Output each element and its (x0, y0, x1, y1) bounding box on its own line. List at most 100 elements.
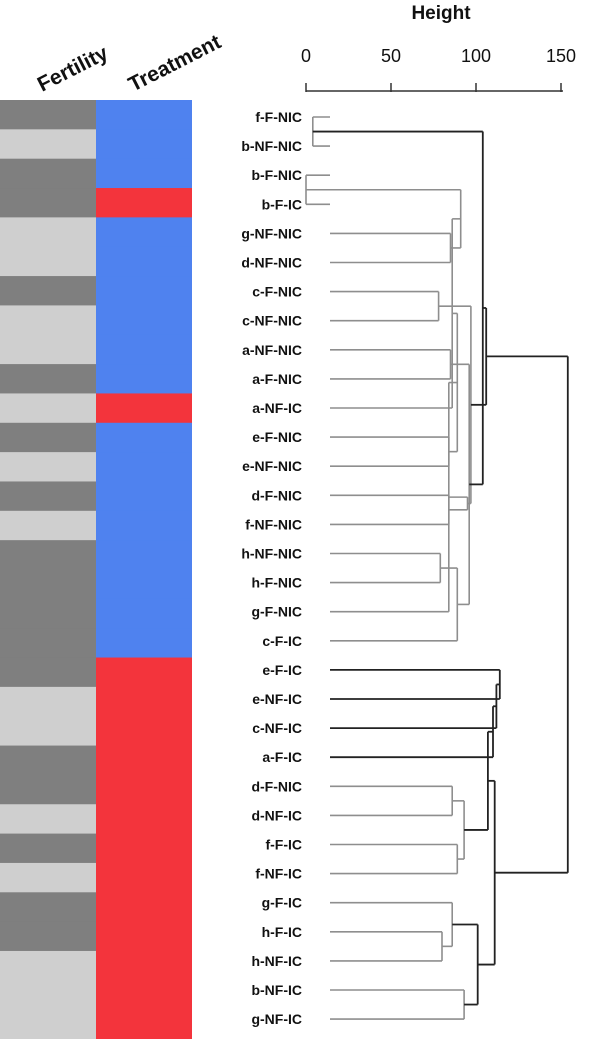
leaf-label: b-NF-IC (251, 982, 302, 998)
fertility-cell (0, 364, 96, 395)
leaf-label: a-F-NIC (252, 371, 302, 387)
treatment-cell (96, 980, 192, 1011)
leaf-label: f-F-IC (265, 837, 302, 853)
treatment-cell (96, 774, 192, 805)
treatment-strip (96, 100, 192, 1039)
leaf-label: g-NF-NIC (241, 225, 302, 241)
fertility-cell (0, 217, 96, 248)
treatment-cell (96, 510, 192, 541)
fertility-cell (0, 950, 96, 981)
leaf-label: a-NF-NIC (242, 342, 302, 358)
fertility-cell (0, 833, 96, 864)
treatment-cell (96, 100, 192, 130)
treatment-cell (96, 364, 192, 395)
treatment-cell (96, 921, 192, 952)
treatment-cell (96, 569, 192, 600)
leaf-label: c-F-IC (262, 633, 302, 649)
leaf-label: h-NF-IC (251, 953, 302, 969)
fertility-cell (0, 686, 96, 717)
axis-ticks: 0 50 100 150 (301, 46, 576, 92)
fertility-cell (0, 980, 96, 1011)
leaf-label: c-NF-IC (252, 720, 302, 736)
fertility-header: Fertility (34, 41, 112, 96)
treatment-cell (96, 657, 192, 688)
fertility-cell (0, 862, 96, 893)
treatment-cell (96, 452, 192, 483)
axis-tick-label: 50 (381, 46, 401, 66)
treatment-cell (96, 158, 192, 189)
treatment-cell (96, 716, 192, 747)
leaf-label: a-F-IC (262, 749, 302, 765)
treatment-cell (96, 188, 192, 218)
treatment-cell (96, 276, 192, 307)
fertility-cell (0, 716, 96, 747)
leaf-label: h-F-IC (262, 924, 302, 940)
fertility-cell (0, 774, 96, 805)
fertility-cell (0, 452, 96, 483)
fertility-cell (0, 422, 96, 453)
treatment-cell (96, 334, 192, 365)
dendrogram-tree (305, 116, 569, 1020)
fertility-cell (0, 657, 96, 688)
treatment-cell (96, 598, 192, 629)
axis-tick-label: 150 (546, 46, 576, 66)
fertility-cell (0, 246, 96, 277)
fertility-cell (0, 334, 96, 365)
treatment-cell (96, 950, 192, 981)
fertility-cell (0, 100, 96, 130)
treatment-cell (96, 481, 192, 512)
treatment-cell (96, 393, 192, 424)
treatment-cell (96, 246, 192, 277)
leaf-label: d-F-NIC (251, 778, 302, 794)
leaf-label: f-NF-IC (255, 866, 302, 882)
fertility-cell (0, 569, 96, 600)
fertility-cell (0, 188, 96, 218)
treatment-cell (96, 833, 192, 864)
treatment-cell (96, 217, 192, 248)
fertility-cell (0, 804, 96, 835)
leaf-label: c-NF-NIC (242, 313, 302, 329)
treatment-cell (96, 892, 192, 923)
fertility-strip (0, 100, 96, 1039)
leaf-label: e-NF-IC (252, 691, 302, 707)
leaf-label: e-NF-NIC (242, 458, 302, 474)
height-axis: Height 0 50 100 150 (301, 3, 576, 92)
leaf-labels: f-F-NIC b-NF-NIC b-F-NIC b-F-IC g-NF-NIC d-NF… (241, 109, 302, 1027)
treatment-header: Treatment (125, 30, 225, 96)
treatment-cell (96, 305, 192, 336)
leaf-label: d-NF-IC (251, 807, 302, 823)
leaf-label: d-NF-NIC (241, 255, 302, 271)
axis-tick-label: 100 (461, 46, 491, 66)
leaf-label: a-NF-IC (252, 400, 302, 416)
leaf-label: f-NF-NIC (245, 516, 302, 532)
fertility-cell (0, 481, 96, 512)
treatment-cell (96, 540, 192, 571)
leaf-label: b-NF-NIC (241, 138, 302, 154)
axis-tick-label: 0 (301, 46, 311, 66)
treatment-cell (96, 686, 192, 717)
fertility-cell (0, 393, 96, 424)
fertility-cell (0, 540, 96, 571)
fertility-cell (0, 745, 96, 776)
leaf-label: g-F-IC (262, 895, 302, 911)
fertility-cell (0, 305, 96, 336)
fertility-cell (0, 276, 96, 307)
fertility-cell (0, 598, 96, 629)
leaf-label: g-F-NIC (251, 604, 302, 620)
treatment-cell (96, 1009, 192, 1039)
axis-title: Height (411, 3, 471, 24)
fertility-cell (0, 921, 96, 952)
fertility-cell (0, 510, 96, 541)
leaf-label: b-F-NIC (251, 167, 302, 183)
leaf-label: h-NF-NIC (241, 546, 302, 562)
treatment-cell (96, 628, 192, 659)
leaf-label: g-NF-IC (251, 1011, 302, 1027)
treatment-cell (96, 862, 192, 893)
fertility-cell (0, 1009, 96, 1039)
leaf-label: f-F-NIC (255, 109, 302, 125)
treatment-cell (96, 129, 192, 160)
leaf-label: c-F-NIC (252, 284, 302, 300)
fertility-cell (0, 158, 96, 189)
leaf-label: e-F-IC (262, 662, 302, 678)
